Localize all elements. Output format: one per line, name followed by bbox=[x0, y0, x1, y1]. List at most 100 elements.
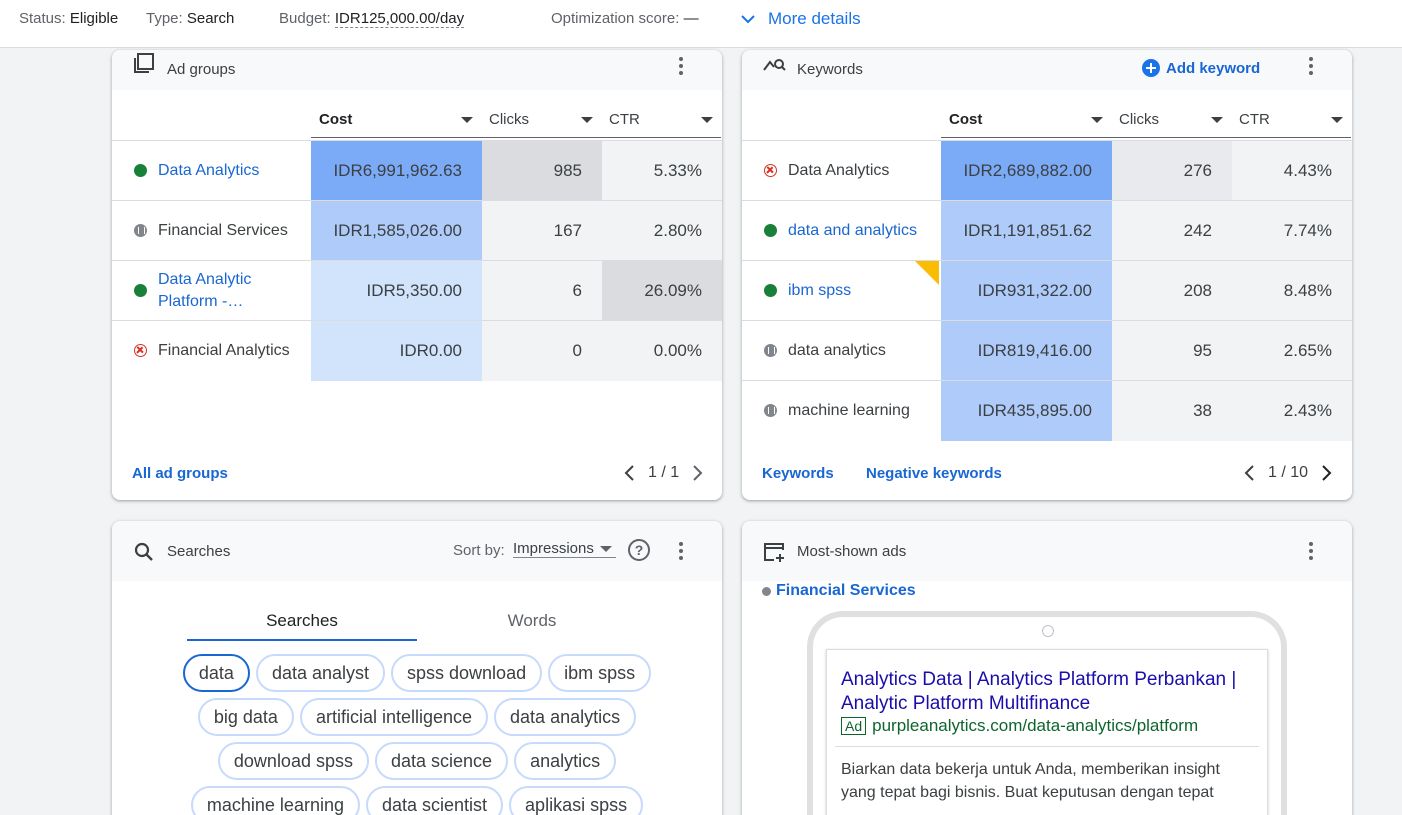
table-row: data and analytics IDR1,191,851.62 242 7.74… bbox=[742, 200, 1352, 261]
cell-cost: IDR5,350.00 bbox=[311, 261, 482, 321]
tab-words[interactable]: Words bbox=[507, 611, 557, 630]
cell-clicks: 985 bbox=[482, 141, 602, 201]
cell-ctr: 26.09% bbox=[602, 261, 722, 321]
ad-group-link[interactable]: Financial Services bbox=[762, 582, 916, 600]
keywords-card-header: Keywords Add keyword bbox=[742, 50, 1352, 90]
enabled-status-icon bbox=[764, 224, 777, 237]
searches-card: Searches Sort by: Impressions ? Searches… bbox=[112, 521, 722, 815]
column-header-cost[interactable]: Cost bbox=[311, 110, 481, 138]
row-name: data analytics bbox=[788, 342, 886, 359]
sort-caret-icon bbox=[1331, 117, 1343, 123]
search-term-chip[interactable]: machine learning bbox=[190, 786, 360, 815]
ad-display-url: purpleanalytics.com/data-analytics/platf… bbox=[872, 716, 1199, 735]
search-term-chip[interactable]: spss download bbox=[391, 654, 543, 692]
search-term-chip[interactable]: aplikasi spss bbox=[509, 786, 644, 815]
most-shown-ads-card-header: Most-shown ads bbox=[742, 521, 1352, 581]
more-details-button[interactable]: More details bbox=[740, 9, 861, 29]
column-header-ctr[interactable]: CTR bbox=[601, 110, 721, 138]
search-term-chip[interactable]: ibm spss bbox=[548, 654, 652, 692]
row-name[interactable]: data and analytics bbox=[788, 222, 917, 239]
optimization-score-value: — bbox=[683, 10, 699, 27]
most-shown-ads-card: Most-shown ads Financial Services Analyt… bbox=[742, 521, 1352, 815]
cell-clicks: 208 bbox=[1112, 261, 1232, 321]
searches-title: Searches bbox=[167, 543, 231, 560]
chevron-down-icon bbox=[741, 15, 755, 24]
row-name: Financial Analytics bbox=[158, 342, 290, 359]
sort-by-select[interactable]: Impressions bbox=[513, 540, 616, 558]
status-field: Status: Eligible bbox=[19, 10, 119, 27]
divider bbox=[835, 746, 1259, 747]
ad-groups-card: Ad groups Cost Clicks CTR Data Analytics… bbox=[112, 50, 722, 500]
row-name[interactable]: Data Analytic Platform -… bbox=[158, 271, 252, 310]
cell-cost: IDR6,991,962.63 bbox=[311, 141, 482, 201]
svg-text:?: ? bbox=[635, 542, 644, 558]
cell-clicks: 6 bbox=[482, 261, 602, 321]
enabled-status-icon bbox=[134, 164, 147, 177]
column-header-cost[interactable]: Cost bbox=[941, 110, 1111, 138]
search-term-chip[interactable]: download spss bbox=[217, 742, 369, 780]
ad-groups-pager: 1 / 1 bbox=[620, 463, 707, 483]
more-options-icon[interactable] bbox=[1299, 54, 1323, 78]
all-ad-groups-link[interactable]: All ad groups bbox=[132, 465, 228, 482]
chip-row: data data analyst spss download ibm spss bbox=[112, 654, 722, 692]
ad-groups-icon bbox=[134, 53, 154, 73]
tab-searches[interactable]: Searches bbox=[187, 601, 417, 641]
enabled-status-icon bbox=[134, 284, 147, 297]
cell-ctr: 4.43% bbox=[1232, 141, 1352, 201]
column-header-clicks[interactable]: Clicks bbox=[481, 110, 601, 138]
keywords-link[interactable]: Keywords bbox=[762, 465, 834, 482]
notification-corner-icon[interactable] bbox=[915, 261, 939, 285]
camera-icon bbox=[1042, 625, 1054, 637]
row-name[interactable]: Data Analytics bbox=[158, 162, 260, 179]
dropdown-caret-icon bbox=[599, 546, 612, 552]
chip-row: big data artificial intelligence data anal… bbox=[112, 698, 722, 736]
chevron-right-icon[interactable] bbox=[1316, 463, 1336, 483]
chevron-left-icon[interactable] bbox=[1240, 463, 1260, 483]
search-term-chip[interactable]: data analyst bbox=[255, 654, 386, 692]
search-term-chip[interactable]: data bbox=[182, 654, 250, 692]
cell-cost: IDR1,585,026.00 bbox=[311, 201, 482, 261]
ad-preview-icon bbox=[764, 543, 784, 562]
campaign-status-bar: Status: Eligible Type: Search Budget: ID… bbox=[0, 0, 1402, 48]
add-keyword-button[interactable]: Add keyword bbox=[1142, 59, 1260, 77]
chevron-right-icon[interactable] bbox=[687, 463, 707, 483]
search-term-chip[interactable]: data analytics bbox=[494, 698, 637, 736]
keywords-card: Keywords Add keyword Cost Clicks CTR Dat… bbox=[742, 50, 1352, 500]
sort-caret-icon bbox=[581, 117, 593, 123]
paused-status-icon bbox=[764, 344, 777, 357]
search-term-chip[interactable]: artificial intelligence bbox=[299, 698, 489, 736]
sort-caret-icon bbox=[1211, 117, 1223, 123]
removed-status-icon bbox=[134, 344, 147, 357]
cell-clicks: 276 bbox=[1112, 141, 1232, 201]
row-name[interactable]: ibm spss bbox=[788, 282, 852, 299]
column-header-ctr[interactable]: CTR bbox=[1231, 110, 1351, 138]
more-options-icon[interactable] bbox=[669, 54, 693, 78]
chevron-left-icon[interactable] bbox=[620, 463, 640, 483]
table-row: Data Analytic Platform -… IDR5,350.00 6 26.… bbox=[112, 260, 722, 321]
more-options-icon[interactable] bbox=[1299, 539, 1323, 563]
search-term-chip[interactable]: analytics bbox=[514, 742, 617, 780]
more-options-icon[interactable] bbox=[669, 539, 693, 563]
help-icon[interactable]: ? bbox=[627, 538, 651, 562]
add-circle-icon bbox=[1142, 59, 1160, 77]
type-field: Type: Search bbox=[146, 10, 235, 27]
row-name: Data Analytics bbox=[788, 162, 890, 179]
ad-url-line: Ad purpleanalytics.com/data-analytics/pl… bbox=[841, 716, 1198, 736]
ad-headline[interactable]: Analytics Data | Analytics Platform Perb… bbox=[841, 669, 1237, 714]
budget-field[interactable]: Budget: IDR125,000.00/day bbox=[279, 10, 465, 28]
most-shown-ads-title: Most-shown ads bbox=[797, 543, 907, 560]
negative-keywords-link[interactable]: Negative keywords bbox=[866, 465, 1002, 482]
search-term-chip[interactable]: data scientist bbox=[365, 786, 504, 815]
sort-caret-icon bbox=[701, 117, 713, 123]
cell-clicks: 167 bbox=[482, 201, 602, 261]
chip-row: machine learning data scientist aplikasi s… bbox=[112, 786, 722, 815]
search-term-chip[interactable]: big data bbox=[197, 698, 294, 736]
column-header-clicks[interactable]: Clicks bbox=[1111, 110, 1231, 138]
optimization-score-field: Optimization score: — bbox=[551, 10, 699, 27]
search-term-chip[interactable]: data science bbox=[374, 742, 509, 780]
budget-value[interactable]: IDR125,000.00/day bbox=[334, 10, 465, 28]
removed-status-icon bbox=[764, 164, 777, 177]
cell-ctr: 8.48% bbox=[1232, 261, 1352, 321]
ad-preview: Analytics Data | Analytics Platform Perb… bbox=[826, 649, 1268, 815]
cell-cost: IDR931,322.00 bbox=[941, 261, 1112, 321]
